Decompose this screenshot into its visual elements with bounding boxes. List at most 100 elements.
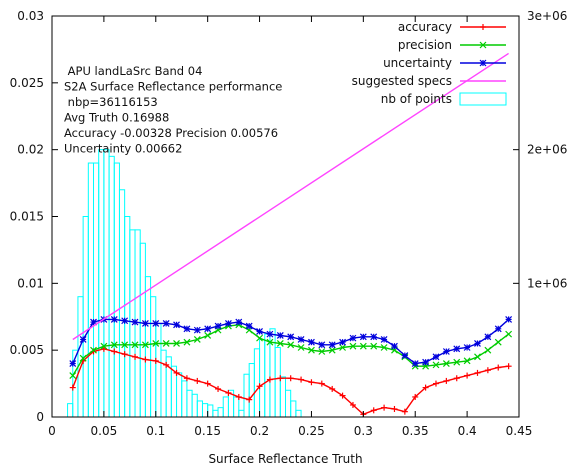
data-point bbox=[193, 336, 201, 343]
data-point bbox=[215, 385, 222, 392]
data-point bbox=[480, 24, 486, 30]
data-point bbox=[276, 332, 284, 339]
data-point bbox=[422, 384, 429, 391]
histogram-bar bbox=[274, 346, 281, 418]
data-point bbox=[494, 338, 502, 346]
data-point bbox=[246, 396, 253, 403]
data-point bbox=[173, 369, 180, 376]
series-line-suggested-specs bbox=[72, 52, 509, 341]
data-point bbox=[349, 334, 357, 342]
series-lines bbox=[69, 52, 513, 418]
data-point bbox=[432, 353, 440, 361]
data-point bbox=[474, 340, 481, 347]
data-point bbox=[401, 408, 408, 415]
y2-tick-label: 1e+06 bbox=[527, 276, 567, 290]
data-point bbox=[193, 326, 201, 334]
data-point bbox=[256, 328, 263, 335]
histogram-bar bbox=[150, 296, 157, 418]
data-point bbox=[266, 376, 273, 383]
histogram-bar bbox=[113, 162, 120, 418]
data-point bbox=[412, 393, 419, 400]
data-point bbox=[443, 377, 450, 384]
histogram-bar bbox=[124, 216, 131, 418]
histogram-bar bbox=[290, 400, 297, 418]
histogram-bar bbox=[201, 403, 209, 418]
data-point bbox=[163, 361, 170, 368]
data-point bbox=[370, 333, 378, 341]
data-point bbox=[194, 377, 201, 384]
histogram-bar bbox=[108, 155, 115, 418]
data-point bbox=[308, 338, 315, 346]
data-point bbox=[484, 367, 491, 374]
histogram-bar bbox=[82, 216, 89, 418]
legend: accuracy precision uncertainty suggested sp… bbox=[352, 20, 507, 106]
data-point bbox=[328, 341, 336, 349]
data-point bbox=[453, 345, 461, 353]
series-line-precision bbox=[72, 324, 510, 376]
data-point bbox=[463, 344, 471, 351]
data-point bbox=[256, 334, 263, 342]
data-point bbox=[131, 318, 139, 326]
data-point bbox=[479, 41, 487, 49]
histogram-bar bbox=[139, 242, 146, 418]
data-point bbox=[308, 346, 315, 354]
y-tick-label: 0.015 bbox=[10, 210, 44, 224]
data-point bbox=[162, 320, 170, 327]
data-point bbox=[287, 333, 295, 341]
histogram-bar bbox=[186, 389, 193, 418]
data-point bbox=[422, 358, 430, 366]
data-point bbox=[204, 332, 212, 339]
histogram-bar bbox=[155, 322, 162, 418]
data-point bbox=[266, 338, 274, 346]
y2-tick-label: 3e+06 bbox=[527, 9, 567, 23]
data-point bbox=[100, 342, 108, 350]
histogram-bar bbox=[264, 333, 271, 418]
data-point bbox=[276, 340, 284, 347]
data-point bbox=[90, 346, 97, 354]
legend-label: suggested specs bbox=[352, 74, 452, 88]
data-point bbox=[432, 361, 440, 369]
stats-line: Uncertainty 0.00662 bbox=[64, 142, 182, 156]
data-point bbox=[110, 315, 118, 323]
data-point bbox=[132, 353, 139, 360]
data-point bbox=[474, 369, 481, 376]
histogram-bar bbox=[176, 372, 183, 418]
data-point bbox=[245, 322, 253, 330]
histogram-bar bbox=[248, 363, 255, 418]
data-point bbox=[359, 342, 367, 350]
data-point bbox=[308, 379, 315, 386]
histogram-bar bbox=[170, 365, 178, 418]
data-point bbox=[349, 401, 356, 408]
data-point bbox=[141, 341, 149, 349]
data-point bbox=[339, 392, 346, 399]
y-tick-label: 0.005 bbox=[10, 343, 44, 357]
y-tick-label: 0.02 bbox=[17, 143, 44, 157]
data-point bbox=[494, 325, 502, 333]
stats-line: nbp=36116153 bbox=[64, 95, 158, 109]
data-point bbox=[479, 59, 487, 67]
data-point bbox=[225, 389, 232, 396]
histogram-bar bbox=[295, 409, 302, 418]
histogram-bar bbox=[217, 407, 224, 418]
legend-label: uncertainty bbox=[383, 56, 452, 70]
data-point bbox=[183, 375, 190, 382]
data-point bbox=[183, 338, 191, 346]
data-point bbox=[214, 322, 222, 330]
data-point bbox=[453, 375, 460, 382]
data-point bbox=[173, 321, 180, 329]
data-point bbox=[173, 340, 180, 347]
data-point bbox=[411, 360, 419, 367]
data-point bbox=[111, 348, 118, 355]
data-point bbox=[401, 352, 409, 359]
histogram-bar bbox=[160, 349, 167, 418]
data-point bbox=[464, 372, 471, 379]
histogram-bar bbox=[196, 400, 203, 418]
data-point bbox=[69, 360, 77, 367]
data-point bbox=[484, 346, 492, 354]
data-point bbox=[121, 351, 128, 358]
data-point bbox=[380, 336, 388, 343]
data-point bbox=[442, 360, 450, 367]
x-tick-label: 0.45 bbox=[506, 424, 533, 438]
data-point bbox=[505, 363, 512, 370]
